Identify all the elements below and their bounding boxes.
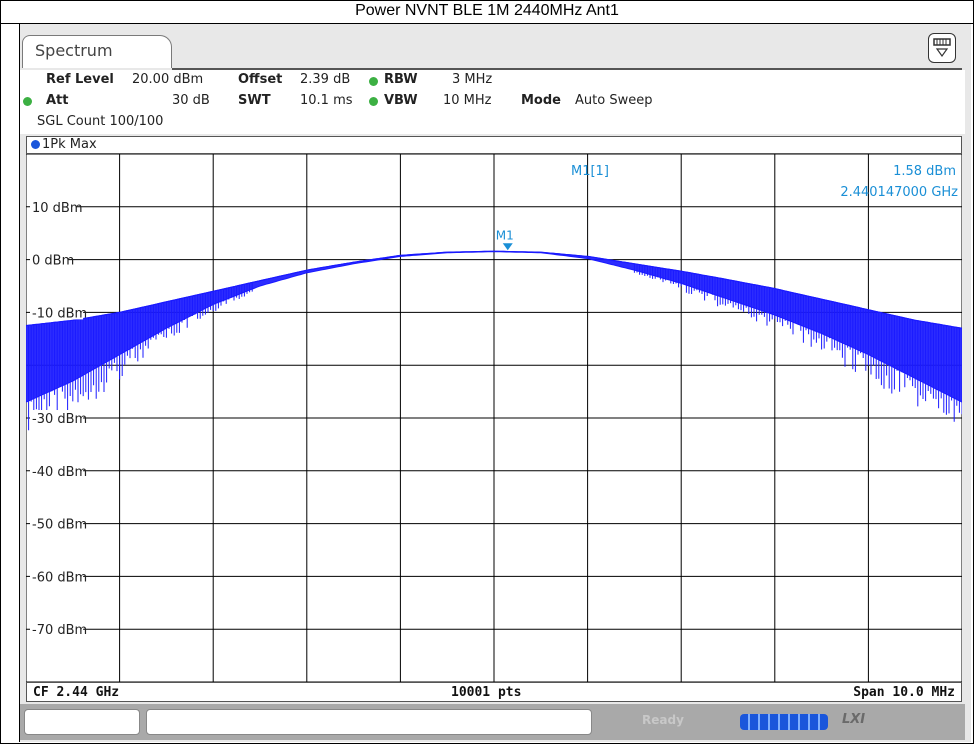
figure-title: Power NVNT BLE 1M 2440MHz Ant1: [0, 0, 974, 24]
y-tick-label-bg: [30, 515, 84, 531]
y-tick-label: -30 dBm: [32, 412, 87, 427]
y-tick-label: 10 dBm: [32, 201, 83, 216]
att-value: 30 dB: [172, 93, 210, 108]
y-tick-label-bg: [30, 251, 69, 267]
marker-label: M1: [496, 228, 514, 242]
spectrum-plot[interactable]: 10 dBm 0 dBm -10 dBm -30 dBm -40 dBm -50 dBm -…: [26, 154, 962, 682]
trace-label: 1Pk Max: [42, 137, 97, 152]
status-field-message: [146, 709, 592, 735]
vbw-value: 10 MHz: [443, 93, 492, 108]
sweep-points: 10001 pts: [451, 685, 522, 700]
ready-status: Ready: [642, 713, 684, 727]
sweep-progress-icon: [740, 714, 828, 730]
y-tick-label: -50 dBm: [32, 518, 87, 533]
ref-level-value: 20.00 dBm: [132, 72, 204, 87]
tab-spectrum[interactable]: Spectrum: [22, 35, 172, 68]
y-tick-label: -40 dBm: [32, 465, 87, 480]
y-tick-label-bg: [30, 410, 84, 425]
trace-indicator-icon: [31, 140, 40, 149]
y-tick-label-bg: [30, 621, 84, 637]
y-tick-label-bg: [30, 304, 84, 320]
settings-panel: Ref Level 20.00 dBm Offset 2.39 dB RBW 3…: [20, 70, 965, 134]
swt-value: 10.1 ms: [300, 93, 353, 108]
y-tick-label: 0 dBm: [32, 254, 74, 269]
trace-spikes: [26, 263, 962, 431]
status-field-left: [24, 709, 140, 735]
vbw-label: VBW: [384, 93, 418, 108]
plot-footer: CF 2.44 GHz 10001 pts Span 10.0 MHz: [26, 682, 962, 702]
rbw-label: RBW: [384, 72, 418, 87]
trace-header: 1Pk Max: [26, 136, 962, 154]
trace-group: [26, 250, 962, 431]
y-tick-label-bg: [30, 462, 84, 478]
y-tick-label: -60 dBm: [32, 570, 87, 585]
marker-triangle-icon: [502, 243, 513, 251]
y-tick-labels: 10 dBm 0 dBm -10 dBm -30 dBm -40 dBm -50 dBm -…: [30, 198, 87, 638]
marker-level: 1.58 dBm: [893, 164, 956, 179]
marker-frequency: 2.440147000 GHz: [840, 185, 958, 200]
offset-value: 2.39 dB: [300, 72, 351, 87]
lxi-logo: LXI: [842, 712, 866, 727]
y-tick-label: -70 dBm: [32, 623, 87, 638]
marker-group: M1: [496, 228, 514, 251]
ref-level-label: Ref Level: [46, 72, 114, 87]
vbw-indicator-icon: [369, 97, 378, 106]
y-tick-label-bg: [30, 198, 76, 214]
mode-value: Auto Sweep: [575, 93, 653, 108]
mode-label: Mode: [521, 93, 561, 108]
y-tick-label-bg: [30, 568, 84, 584]
att-indicator-icon: [23, 97, 32, 106]
y-tick-label: -10 dBm: [32, 306, 87, 321]
frequency-span: Span 10.0 MHz: [853, 685, 955, 700]
center-frequency: CF 2.44 GHz: [33, 685, 120, 700]
swt-label: SWT: [238, 93, 271, 108]
dropdown-icon: [933, 38, 951, 58]
sgl-count: SGL Count 100/100: [37, 114, 164, 129]
offset-label: Offset: [238, 72, 283, 87]
plot-grid: [26, 154, 962, 682]
tab-divider: [172, 68, 962, 70]
att-label: Att: [46, 93, 69, 108]
rbw-indicator-icon: [369, 77, 378, 86]
marker-readout-label: M1[1]: [571, 164, 609, 179]
status-bar: Ready LXI: [20, 704, 965, 740]
rbw-value: 3 MHz: [452, 72, 493, 87]
menu-button[interactable]: [928, 33, 956, 63]
